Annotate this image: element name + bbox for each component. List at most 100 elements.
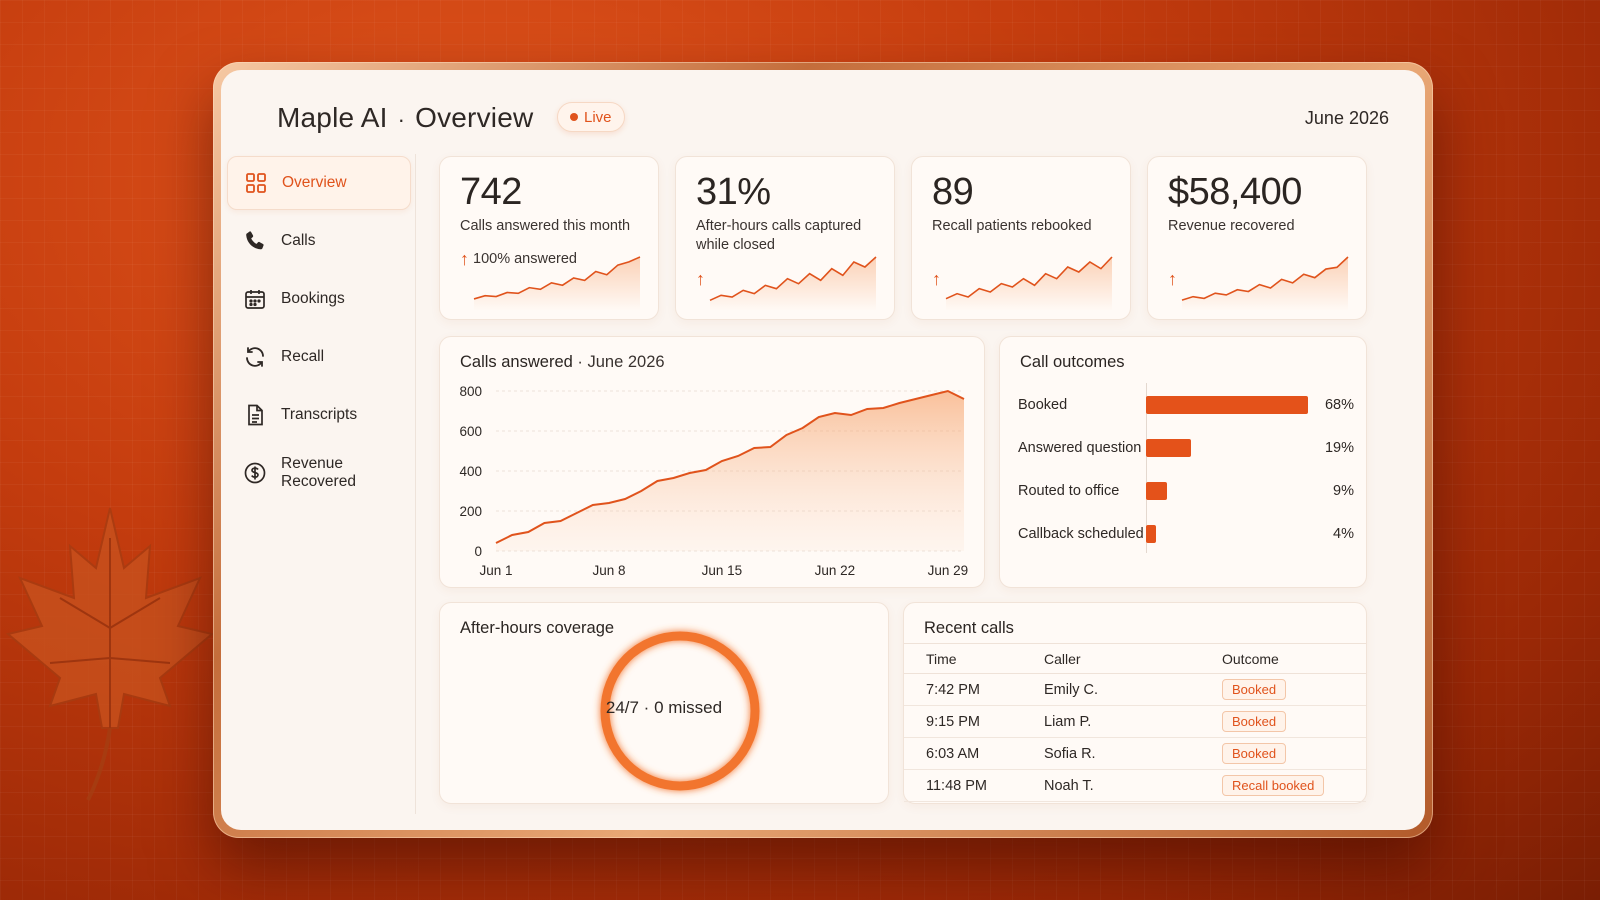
outcome-bar-track (1146, 396, 1322, 414)
kpi-value: 89 (932, 171, 974, 213)
outcome-badge: Booked (1222, 743, 1287, 764)
kpi-card-calls-answered[interactable]: 742 Calls answered this month ↑ 100% ans… (439, 156, 659, 320)
call-time: 6:03 AM (904, 737, 1044, 770)
table-row[interactable]: 6:03 AM Sofia R. Booked (904, 737, 1366, 770)
table-row[interactable]: 11:48 PM Noah T. Recall booked (904, 769, 1366, 802)
sidebar-item-bookings[interactable]: Bookings (227, 272, 411, 326)
chart-title: Calls answered · June 2026 (460, 353, 665, 372)
caller-name: Emily C. (1044, 673, 1222, 706)
sparkline-area (946, 257, 1112, 311)
sidebar-item-overview[interactable]: Overview (227, 156, 411, 210)
outcome-label: Routed to office (1018, 483, 1120, 499)
column-header-caller: Caller (1044, 643, 1222, 674)
outcome-bar-track (1146, 525, 1322, 543)
date-label: June 2026 (1304, 108, 1389, 128)
kpi-value: $58,400 (1168, 171, 1302, 213)
sparkline-line (473, 256, 641, 300)
call-outcomes-card: Call outcomes Booked 68% Answered question… (999, 336, 1367, 588)
area-fill (496, 391, 964, 551)
x-tick-label: Jun 22 (815, 563, 856, 578)
outcome-label: Answered question (1018, 440, 1142, 456)
outcome-percent: 19% (1324, 440, 1354, 456)
sparkline-line (709, 256, 877, 302)
kpi-value: 742 (460, 171, 522, 213)
outcome-badge: Recall booked (1222, 775, 1325, 796)
recent-calls-title: Recent calls (924, 619, 1014, 637)
sparkline-area (1182, 257, 1348, 311)
coverage-title: After-hours coverage (460, 619, 615, 637)
y-tick-label: 600 (459, 424, 482, 439)
calls-answered-chart-card: Calls answered · June 2026 0 200 400 600 800… (439, 336, 985, 588)
live-label: Live (584, 108, 612, 126)
grid-icon (246, 173, 266, 193)
arrow-up-icon: ↑ (460, 249, 469, 269)
live-dot-icon (570, 113, 578, 121)
x-tick-label: Jun 29 (928, 563, 969, 578)
page-title: Maple AI · Overview (277, 102, 533, 134)
arrow-up-icon: ↑ (1168, 269, 1177, 289)
sparkline (473, 256, 641, 311)
x-tick-label: Jun 8 (592, 563, 625, 578)
tablet-frame: Maple AI · Overview Live June 2026 Overvie… (213, 62, 1433, 838)
outcome-percent: 4% (1333, 526, 1354, 542)
outcome-bar (1146, 439, 1192, 457)
sidebar-item-label: Recall (281, 348, 325, 365)
sparkline (709, 256, 877, 311)
sidebar-item-calls[interactable]: Calls (227, 214, 411, 268)
outcome-row: Routed to office 9% (1018, 479, 1354, 503)
outcome-bar (1146, 396, 1308, 414)
sparkline-line (1181, 256, 1349, 301)
table-row[interactable]: 9:15 PM Liam P. Booked (904, 705, 1366, 738)
outcomes-title: Call outcomes (1020, 353, 1125, 371)
sidebar-divider (415, 154, 416, 814)
kpi-label: Recall patients rebooked (932, 218, 1092, 234)
outcome-badge: Booked (1222, 679, 1287, 700)
call-time: 11:48 PM (904, 769, 1044, 802)
kpi-label: After-hours calls captured while closed (696, 218, 862, 253)
series-line (495, 389, 965, 544)
kpi-card-recall[interactable]: 89 Recall patients rebooked ↑ (911, 156, 1131, 320)
table-row[interactable]: 7:42 PM Emily C. Booked (904, 673, 1366, 706)
recent-calls-card: Recent calls Time Caller Outcome 7:42 PM… (903, 602, 1367, 804)
live-status-badge: Live (557, 102, 625, 132)
kpi-card-after-hours[interactable]: 31% After-hours calls captured while clo… (675, 156, 895, 320)
phone-icon (246, 231, 264, 250)
chart-title-main: Calls answered (460, 353, 573, 371)
x-tick-label: Jun 15 (702, 563, 743, 578)
dollar-icon (244, 462, 266, 484)
maple-leaf-icon (5, 507, 215, 801)
outcome-row: Booked 68% (1018, 393, 1354, 417)
outcomes-axis (1146, 383, 1147, 553)
arrow-up-icon: ↑ (932, 269, 941, 289)
after-hours-coverage-card: After-hours coverage 24/7 · 0 missed (439, 602, 889, 804)
x-tick-label: Jun 1 (479, 563, 512, 578)
refresh-icon (246, 347, 264, 367)
sidebar-item-recall[interactable]: Recall (227, 330, 411, 384)
outcome-label: Booked (1018, 397, 1068, 413)
calls-area-chart: 0 200 400 600 800 Jun 1 Jun 8 Jun 15 Jun 22 Jun 2… (459, 384, 969, 578)
caller-name: Noah T. (1044, 769, 1222, 802)
y-tick-label: 200 (459, 504, 482, 519)
outcome-percent: 68% (1324, 397, 1354, 413)
sparkline-area (474, 257, 640, 311)
kpi-label: Revenue recovered (1168, 218, 1295, 234)
arrow-up-icon: ↑ (696, 269, 705, 289)
sidebar-item-label: Overview (282, 174, 347, 191)
outcome-bar-track (1146, 439, 1322, 457)
sparkline (1181, 256, 1349, 311)
outcome-row: Answered question 19% (1018, 436, 1354, 460)
outcome-badge: Booked (1222, 711, 1287, 732)
sidebar-item-transcripts[interactable]: Transcripts (227, 388, 411, 442)
y-tick-label: 400 (459, 464, 482, 479)
sidebar-item-revenue-recovered[interactable]: Revenue Recovered (227, 446, 411, 500)
call-time: 7:42 PM (904, 673, 1044, 706)
coverage-ring-text: 24/7 · 0 missed (605, 698, 723, 717)
chart-title-suffix: · June 2026 (577, 353, 665, 371)
y-tick-label: 800 (459, 384, 482, 399)
sidebar-item-label: Revenue Recovered (281, 455, 356, 490)
kpi-label: Calls answered this month (460, 218, 631, 234)
sidebar-item-label: Transcripts (281, 406, 358, 423)
caller-name: Sofia R. (1044, 737, 1222, 770)
kpi-card-revenue[interactable]: $58,400 Revenue recovered ↑ (1147, 156, 1367, 320)
y-tick-label: 0 (474, 544, 482, 559)
